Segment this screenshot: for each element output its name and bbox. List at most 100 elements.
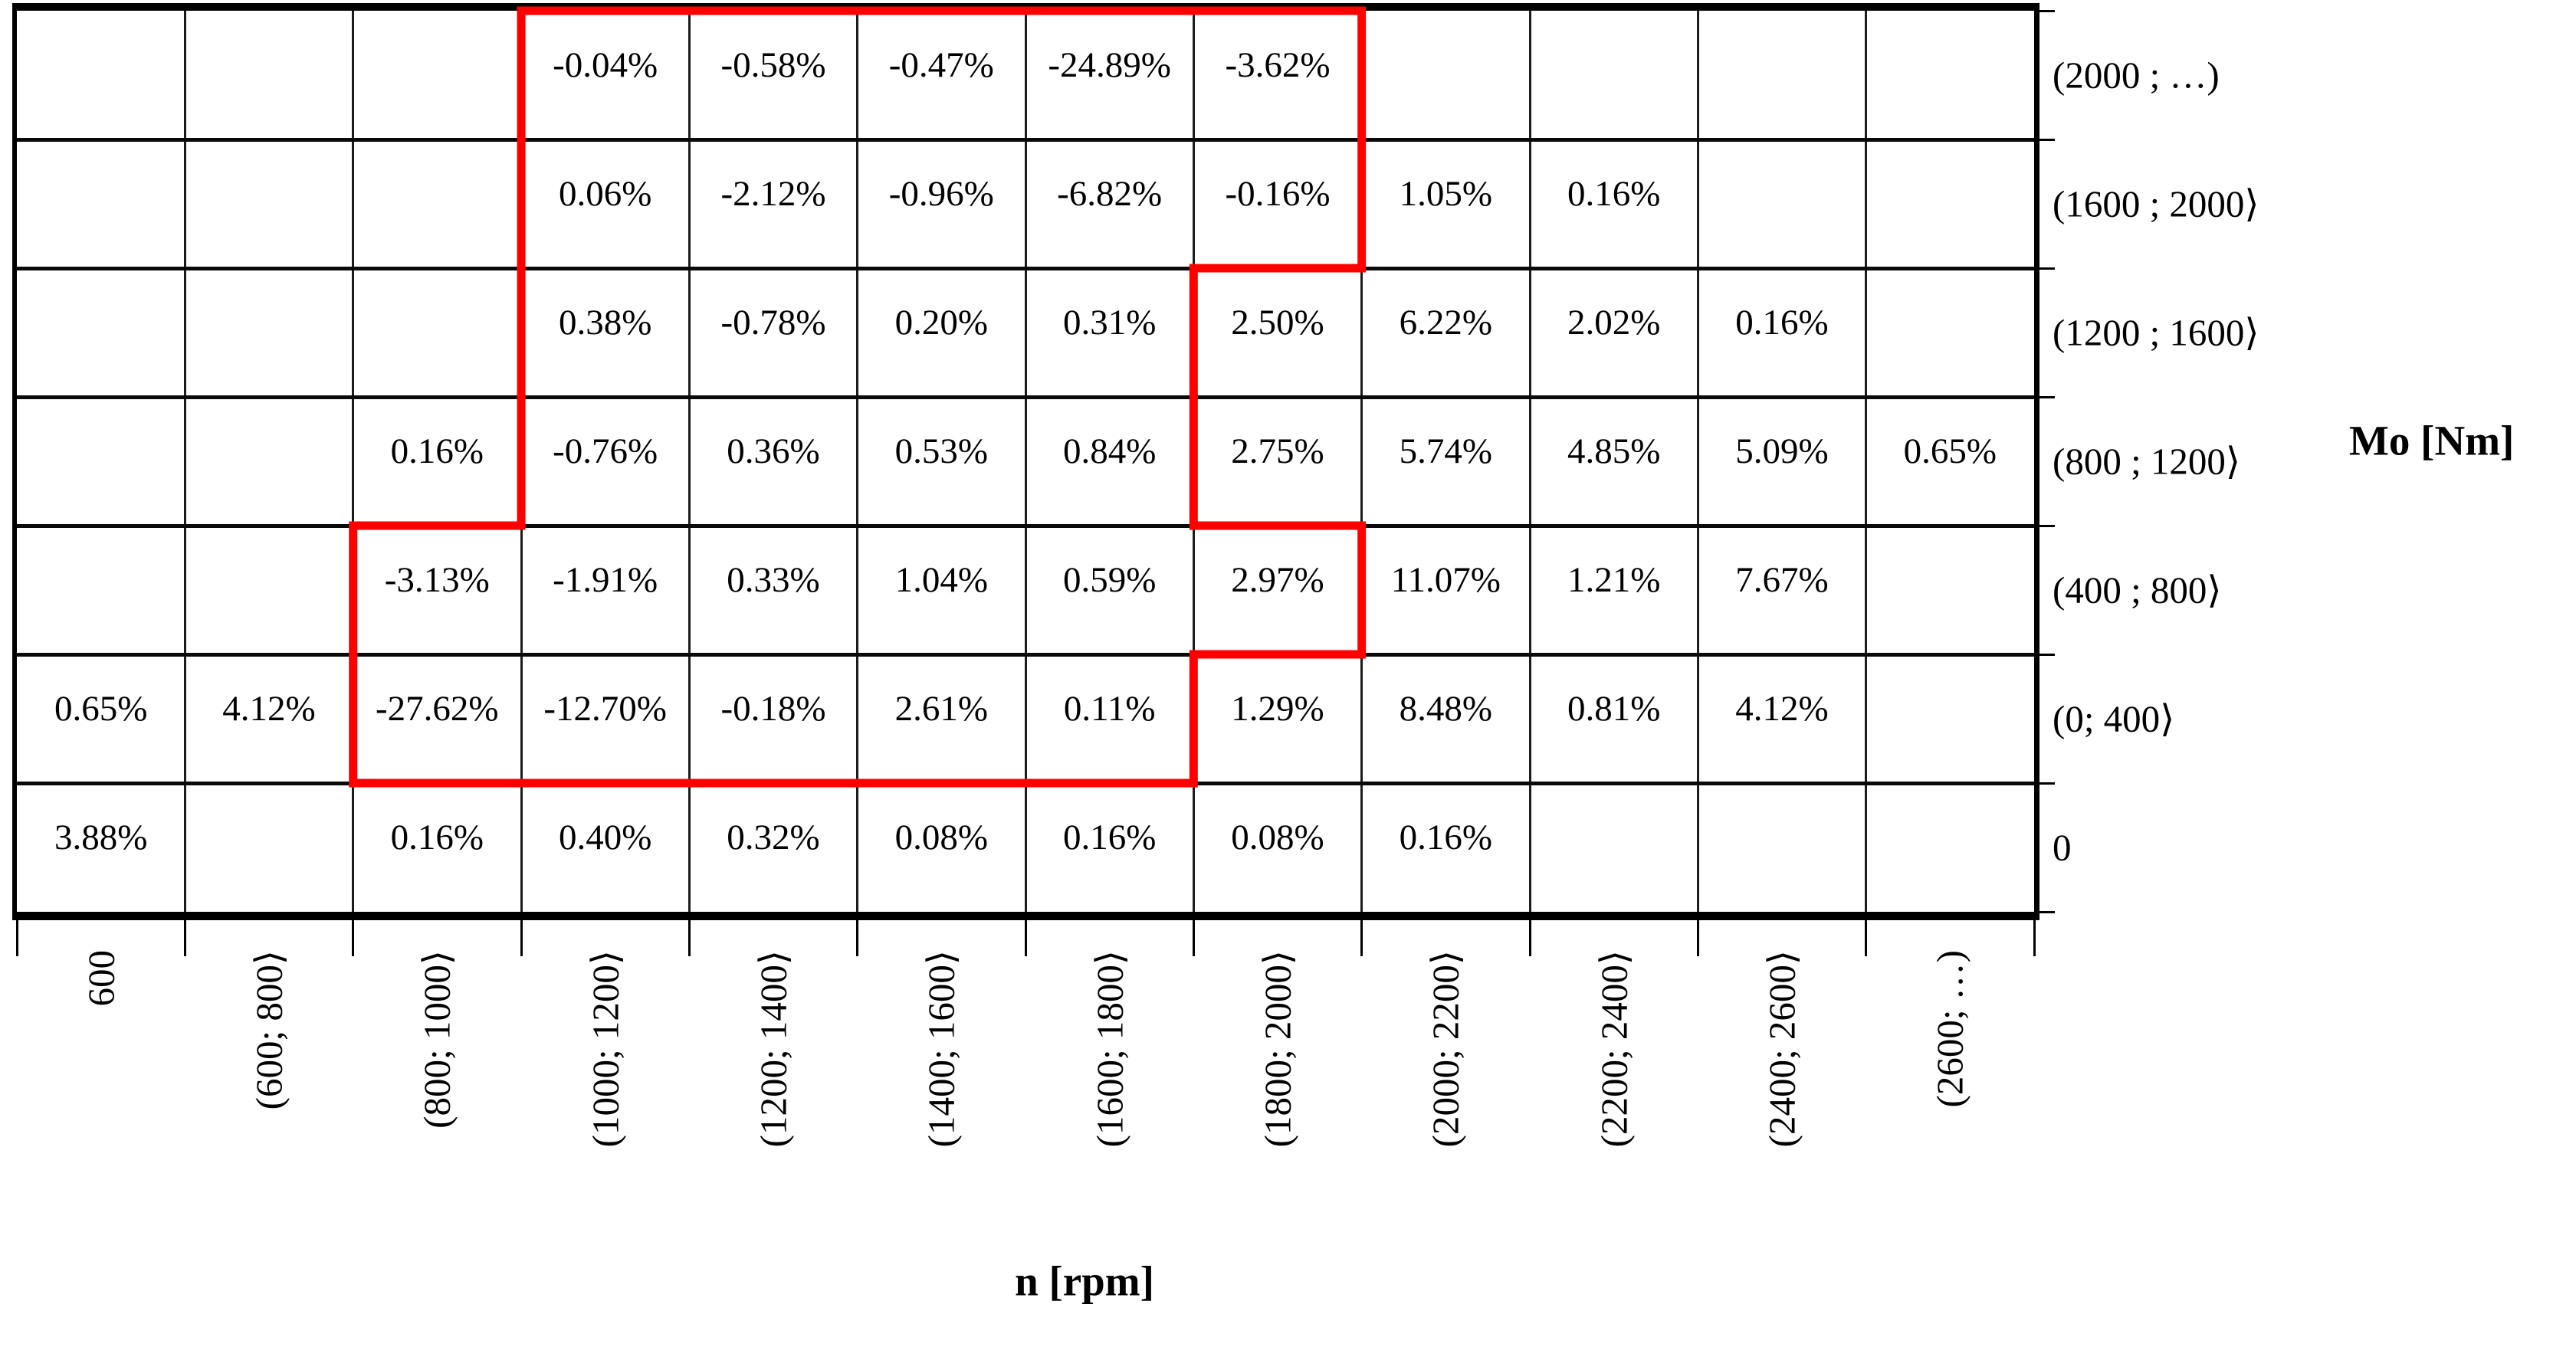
y-axis-tick [2038, 395, 2055, 398]
table-cell: -1.91% [553, 559, 658, 600]
x-axis-label: (1000; 1200⟩ [584, 950, 627, 1148]
x-axis-tick [1865, 916, 1868, 956]
table-cell [1698, 11, 1866, 139]
table-cell [1866, 11, 2034, 139]
table-cell: -3.62% [1225, 44, 1331, 85]
table-cell: 0.06% [558, 173, 652, 214]
grid-vline [183, 11, 186, 912]
table-cell: 0.31% [1062, 302, 1157, 342]
table-cell: -0.47% [888, 44, 994, 85]
x-axis-tick [15, 916, 18, 956]
x-axis-tick [856, 916, 859, 956]
table-cell: 0.33% [727, 559, 820, 600]
table-cell [17, 397, 185, 526]
table-cell [1698, 783, 1866, 912]
table-cell [185, 397, 353, 526]
table-cell: 0.32% [727, 817, 820, 857]
table-cell [1530, 11, 1698, 139]
table-cell: 0.08% [894, 817, 989, 857]
table-cell [353, 11, 521, 139]
table-cell: -0.78% [720, 302, 826, 342]
table-cell: 0.38% [558, 302, 652, 342]
y-axis-label: 0 [2053, 826, 2072, 869]
y-axis-label: (1600 ; 2000⟩ [2053, 182, 2259, 225]
table-cell: -3.13% [384, 559, 490, 600]
grid-vline [1528, 11, 1531, 912]
table-cell [185, 783, 353, 912]
table-cell: 0.84% [1062, 431, 1157, 471]
table-cell: -12.70% [543, 688, 667, 729]
table-cell: 0.65% [54, 688, 148, 729]
table-cell: 3.88% [54, 817, 148, 857]
table-cell: 0.08% [1231, 817, 1324, 857]
table-cell: 0.16% [1735, 302, 1829, 342]
table-border-top [12, 3, 2039, 11]
table-cell: 4.12% [222, 688, 316, 729]
table-cell [185, 11, 353, 139]
table-border-left [12, 11, 17, 912]
table-cell: -0.58% [720, 44, 826, 85]
y-axis-label: (1200 ; 1600⟩ [2053, 311, 2259, 354]
table-cell: -0.76% [553, 431, 658, 471]
y-axis-tick [2038, 782, 2055, 785]
x-axis-title: n [rpm] [1015, 1257, 1154, 1305]
x-axis-tick [2033, 916, 2036, 956]
x-axis-label: 600 [80, 950, 123, 1007]
table-cell [185, 139, 353, 268]
table-cell [185, 268, 353, 397]
table-cell: 5.74% [1399, 431, 1493, 471]
table-cell: 0.16% [390, 817, 484, 857]
x-axis-tick [1024, 916, 1027, 956]
grid-vline [1865, 11, 1868, 912]
table-cell: 0.40% [558, 817, 652, 857]
table-cell: 2.50% [1231, 302, 1324, 342]
y-axis-tick [2038, 653, 2055, 656]
table-cell: 2.75% [1231, 431, 1324, 471]
table-cell: -27.62% [376, 688, 499, 729]
table-cell [17, 11, 185, 139]
table-cell: 2.02% [1567, 302, 1661, 342]
table-cell: 1.29% [1231, 688, 1324, 729]
y-axis-label: (2000 ; …) [2053, 54, 2220, 97]
table-cell: 0.16% [1567, 173, 1661, 214]
table-cell: -0.18% [720, 688, 826, 729]
x-axis-label: (1600; 1800⟩ [1088, 950, 1131, 1148]
table-cell [17, 526, 185, 654]
y-axis-label: (800 ; 1200⟩ [2053, 440, 2241, 483]
x-axis-label: (2000; 2200⟩ [1424, 950, 1467, 1148]
y-axis-title: Mo [Nm] [2349, 417, 2515, 464]
table-cell [1866, 526, 2034, 654]
table-border-right [2034, 11, 2039, 912]
table-cell: -0.16% [1225, 173, 1331, 214]
table-cell: 0.81% [1567, 688, 1661, 729]
x-axis-tick [183, 916, 186, 956]
table-cell: -24.89% [1048, 44, 1171, 85]
grid-vline [1696, 11, 1699, 912]
table-cell [1698, 139, 1866, 268]
x-axis-tick [1528, 916, 1531, 956]
x-axis-label: (1400; 1600⟩ [920, 950, 963, 1148]
table-cell [1866, 654, 2034, 783]
table-cell: 6.22% [1399, 302, 1493, 342]
table-cell: 11.07% [1390, 559, 1501, 600]
x-axis-tick [1192, 916, 1195, 956]
y-axis-tick [2038, 267, 2055, 270]
table-cell: -0.04% [553, 44, 658, 85]
y-axis-label: (0; 400⟩ [2053, 697, 2175, 740]
x-axis-label: (1200; 1400⟩ [752, 950, 795, 1148]
table-cell: -2.12% [720, 173, 826, 214]
table-cell [17, 268, 185, 397]
table-cell: -6.82% [1057, 173, 1163, 214]
table-cell: 2.61% [894, 688, 989, 729]
table-cell: 0.53% [894, 431, 989, 471]
y-axis-tick [2038, 9, 2055, 12]
table-cell: 2.97% [1231, 559, 1324, 600]
table-cell: 0.59% [1062, 559, 1157, 600]
y-axis-tick [2038, 910, 2055, 913]
table-cell: 4.85% [1567, 431, 1661, 471]
table-cell: 4.12% [1735, 688, 1829, 729]
table-cell: 7.67% [1735, 559, 1829, 600]
x-axis-label: (2600; …) [1928, 950, 1971, 1108]
x-axis-tick [687, 916, 691, 956]
